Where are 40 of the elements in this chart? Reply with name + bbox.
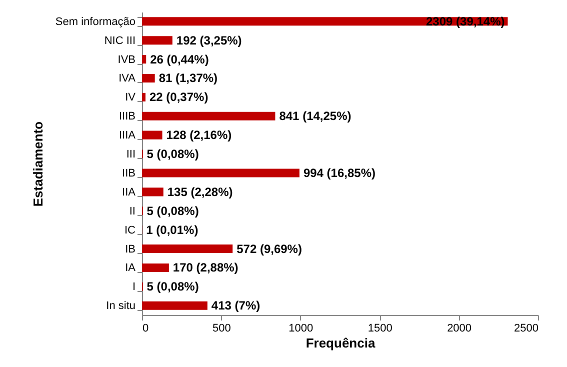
data-label: 413 (7%): [211, 298, 260, 313]
data-label: 135 (2,28%): [167, 184, 233, 199]
y-tick-label: IVB: [118, 54, 136, 66]
y-tick-label: IIIB: [118, 110, 136, 123]
data-label: 128 (2,16%): [166, 128, 232, 142]
data-label: 22 (0,37%): [149, 90, 208, 104]
x-tick-label: 2500: [514, 322, 538, 334]
x-tick-label: 500: [212, 322, 231, 334]
data-label: 1 (0,01%): [146, 222, 198, 237]
x-axis-title: Frequência: [306, 336, 376, 350]
data-label: 572 (9,69%): [236, 242, 302, 256]
y-tick-label: IIB: [122, 167, 136, 180]
y-tick-label: IC: [124, 224, 136, 236]
x-tick-label: 0: [142, 322, 149, 334]
data-label: 170 (2,88%): [172, 260, 238, 275]
y-tick-label: In situ: [106, 300, 136, 312]
data-label: 994 (16,85%): [303, 166, 376, 180]
y-tick-label: IB: [125, 243, 136, 256]
y-tick-label: I: [132, 281, 136, 294]
x-tick-label: 1500: [368, 322, 392, 334]
data-label: 26 (0,44%): [150, 52, 209, 66]
y-tick-label: III: [126, 148, 136, 161]
x-tick-label: 2000: [447, 322, 472, 334]
y-tick-label: IVA: [118, 72, 136, 85]
data-label: 841 (14,25%): [279, 109, 352, 124]
y-tick-label: IA: [125, 262, 136, 274]
y-axis-title: Estadiamento: [30, 121, 46, 207]
data-label: 5 (0,08%): [146, 147, 199, 162]
data-label: 81 (1,37%): [158, 71, 218, 86]
x-tick-label: 1000: [288, 322, 314, 334]
data-label: 5 (0,08%): [146, 280, 199, 294]
y-tick-label: IV: [125, 92, 136, 104]
y-tick-label: NIC III: [104, 34, 136, 47]
data-label: 192 (3,25%): [176, 33, 242, 48]
y-tick-label: IIIA: [118, 130, 136, 142]
y-tick-label: II: [129, 205, 136, 218]
data-label: 5 (0,08%): [146, 204, 199, 218]
data-label: 2309 (39,14%): [426, 14, 505, 28]
y-tick-label: Sem informação: [55, 16, 136, 28]
y-tick-label: IIA: [122, 186, 136, 198]
